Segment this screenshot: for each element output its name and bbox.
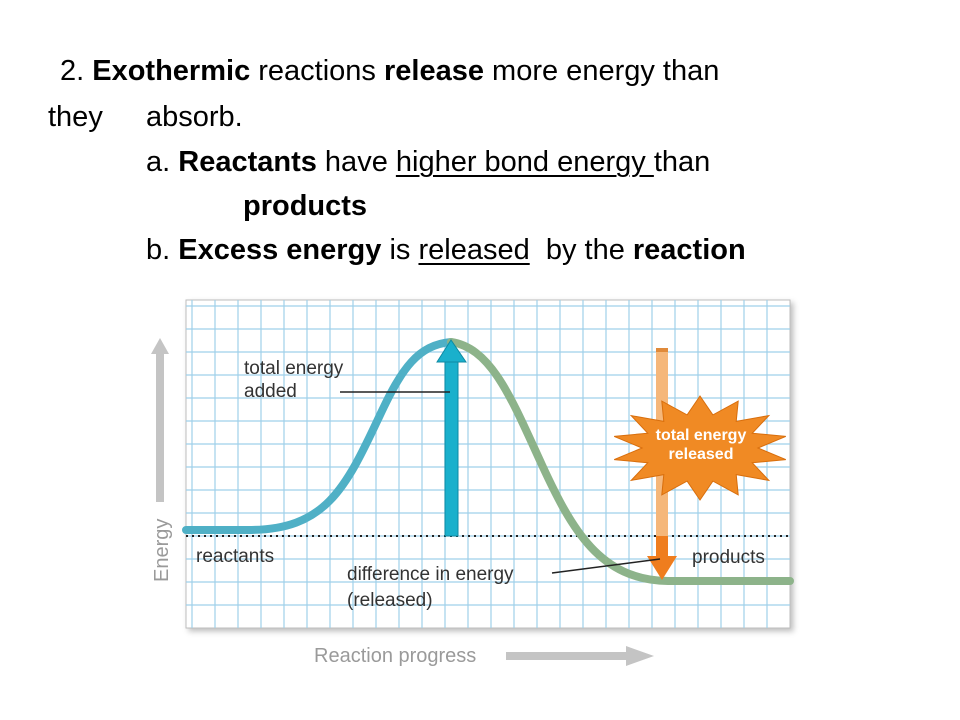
text-segment: more energy than — [484, 55, 720, 87]
text-line-3: a. Reactants have higher bond energy tha… — [146, 145, 710, 179]
label-difference-line1: difference in energy — [347, 564, 514, 585]
label-total-energy-added-line2: added — [244, 381, 297, 402]
list-letter-b: b. — [146, 234, 179, 266]
text-line-1: 2. Exothermic reactions release more ene… — [60, 54, 719, 88]
leader-line-difference — [551, 558, 661, 574]
term-exothermic: Exothermic — [92, 55, 251, 87]
term-release: release — [384, 55, 484, 87]
rising-curve — [182, 338, 455, 534]
x-axis-arrow — [506, 646, 654, 666]
term-excess-energy: Excess energy — [178, 234, 382, 266]
x-axis-label: Reaction progress — [314, 645, 476, 667]
list-letter-a: a. — [146, 146, 179, 178]
label-total-energy-released-line1: total energy — [656, 427, 747, 444]
label-reactants: reactants — [196, 546, 274, 567]
term-products: products — [243, 190, 368, 222]
label-total-energy-released-line2: released — [669, 446, 734, 463]
text-segment: reactions — [250, 55, 384, 87]
blank-higher-bond-energy: higher bond energy — [395, 146, 654, 178]
energy-added-arrow — [436, 339, 467, 537]
text-line-5: b. Excess energy is released by the reac… — [146, 233, 746, 267]
label-products: products — [692, 547, 765, 568]
text-segment: by the — [529, 234, 633, 266]
list-number-2: 2. — [60, 55, 93, 87]
energy-diagram: Energy Reaction progress total energy re… — [151, 299, 794, 667]
text-line-2-end: absorb. — [146, 101, 243, 133]
label-difference-line2: (released) — [347, 590, 433, 611]
term-reaction: reaction — [632, 234, 746, 266]
term-reactants: Reactants — [178, 146, 317, 178]
blank-released: released — [418, 234, 530, 266]
y-axis-label: Energy — [151, 519, 173, 582]
text-segment: have — [316, 146, 396, 178]
falling-curve — [447, 338, 794, 585]
label-total-energy-added-line1: total energy — [244, 358, 344, 379]
text-segment: than — [653, 146, 711, 178]
text-segment: is — [381, 234, 419, 266]
released-starburst — [614, 395, 786, 501]
text-line-4: products — [243, 189, 367, 223]
y-axis-arrow — [151, 338, 169, 502]
text-line-2-start: they — [48, 101, 103, 133]
